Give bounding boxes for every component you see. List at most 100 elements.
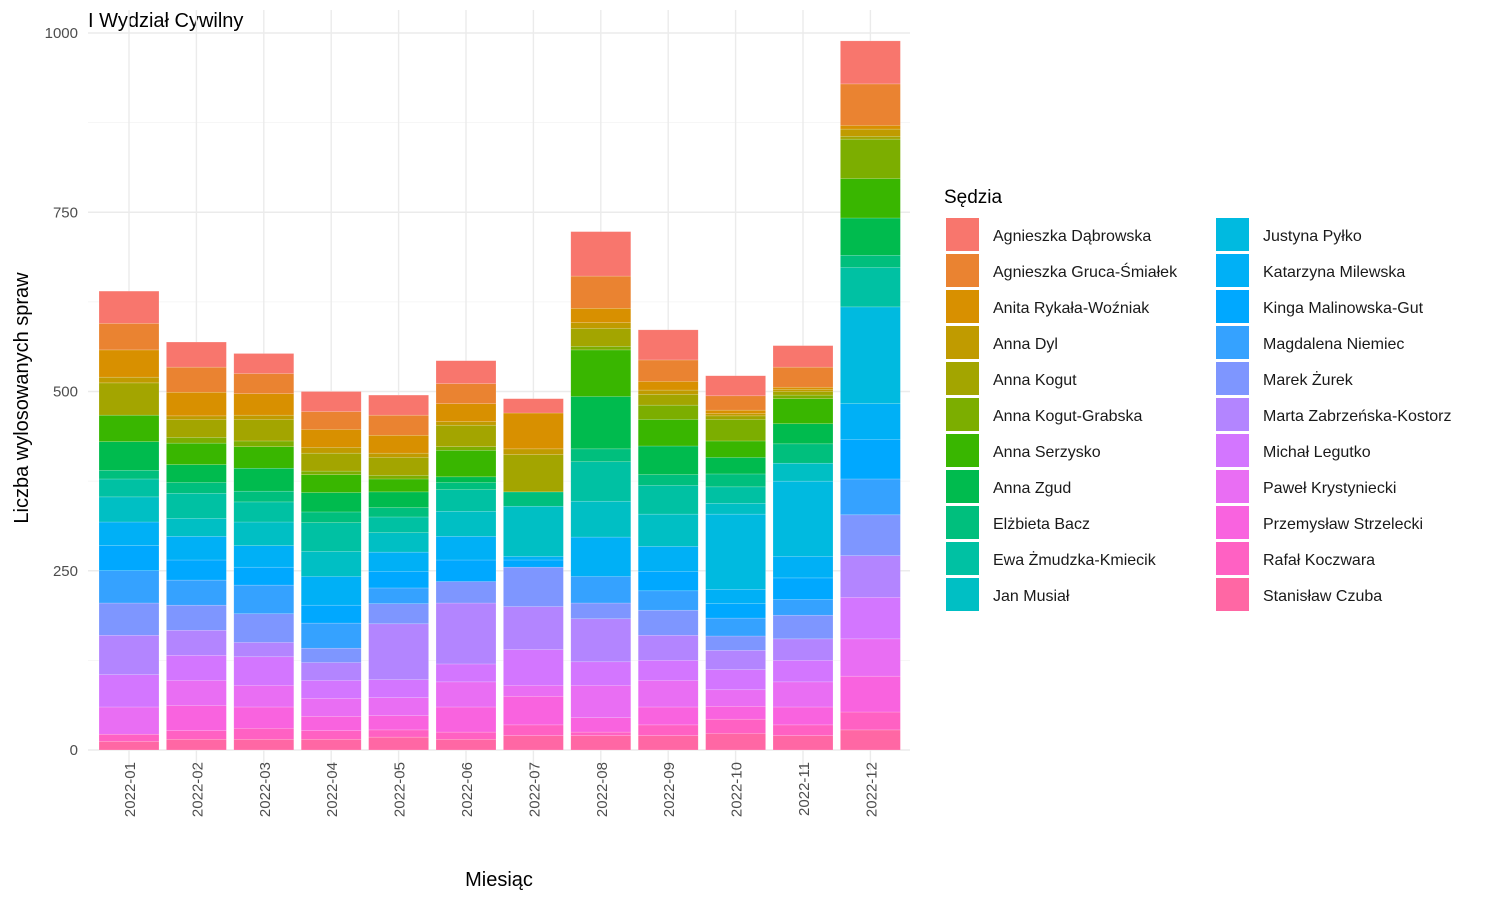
bar-segment: Agnieszka Dąbrowska 2022-04: 28 — [300, 391, 362, 412]
bar-segment: Marek Żurek 2022-09: 35 — [637, 609, 699, 636]
bar-segment: Anna Kogut-Grabska 2022-12: 55 — [840, 138, 901, 179]
bar-segment: Katarzyna Milewska 2022-06: 33 — [435, 536, 497, 561]
bar-segment: Paweł Krystyniecki 2022-02: 35 — [166, 680, 227, 706]
bar-segment: Rafał Koczwara 2022-04: 12 — [300, 730, 362, 740]
bar-segment: Przemysław Strzelecki 2022-04: 20 — [300, 716, 362, 731]
bar-segment: Marek Żurek 2022-06: 30 — [435, 581, 497, 604]
bars: Stanisław Czuba 2022-01: 12 Rafał Koczwar… — [98, 40, 901, 751]
bar-segment: Anna Kogut 2022-04: 25 — [300, 452, 362, 472]
bar-segment: Magdalena Niemiec 2022-05: 22 — [368, 587, 429, 604]
bar-segment: Agnieszka Gruca-Śmiałek 2022-11: 28 — [772, 366, 834, 388]
bar-segment: Anita Rykała-Woźniak 2022-08: 20 — [570, 308, 632, 323]
bar-segment: Rafał Koczwara 2022-07: 15 — [503, 724, 564, 736]
bar-segment: Michał Legutko 2022-12: 58 — [840, 597, 901, 640]
legend-key — [946, 578, 979, 611]
bar-segment: Marta Zabrzeńska-Kostorz 2022-10: 27 — [705, 650, 766, 670]
bar-segment: Michał Legutko 2022-04: 25 — [300, 680, 362, 699]
legend-key — [1216, 470, 1249, 503]
x-tick-label: 2022-03 — [257, 762, 274, 817]
bar-segment: Anna Serzysko 2022-08: 65 — [570, 349, 632, 397]
bar-segment: Przemysław Strzelecki 2022-06: 35 — [435, 706, 497, 733]
bar-segment: Anna Kogut 2022-05: 25 — [368, 457, 429, 476]
bar-segment: Anna Dyl 2022-12: 10 — [840, 128, 901, 137]
bar-segment: Katarzyna Milewska 2022-08: 55 — [570, 536, 632, 577]
bar-segment: Anna Zgud 2022-10: 23 — [705, 457, 766, 475]
bar-segment: Anna Dyl 2022-07: 8 — [503, 448, 564, 455]
bar-segment: Anna Kogut 2022-12: 4 — [840, 135, 901, 140]
bar-segment: Marta Zabrzeńska-Kostorz 2022-05: 78 — [368, 623, 429, 680]
legend-key — [946, 254, 979, 287]
legend-label: Przemysław Strzelecki — [1263, 516, 1423, 533]
y-axis-ticks: 0 250 500 750 1000 — [45, 25, 78, 759]
bar-segment: Jan Musiał 2022-07: 70 — [503, 505, 564, 557]
bar-segment: Marek Żurek 2022-05: 28 — [368, 603, 429, 625]
bar-segment: Elżbieta Bacz 2022-04: 15 — [300, 511, 362, 523]
legend-label: Anna Kogut — [993, 372, 1077, 389]
bar-segment: Ewa Żmudzka-Kmiecik 2022-09: 40 — [637, 485, 699, 515]
bar-segment: Agnieszka Gruca-Śmiałek 2022-06: 28 — [435, 383, 497, 404]
x-tick-label: 2022-12 — [863, 762, 880, 817]
bar-segment: Ewa Żmudzka-Kmiecik 2022-03: 28 — [233, 501, 295, 523]
x-tick-label: 2022-08 — [594, 762, 611, 817]
bar-segment: Justyna Pyłko 2022-10: 105 — [705, 513, 766, 590]
bar-segment: Katarzyna Milewska 2022-07: 5 — [503, 556, 564, 561]
y-tick-label: 500 — [53, 384, 78, 401]
legend-label: Ewa Żmudzka-Kmiecik — [993, 550, 1157, 569]
bar-segment: Agnieszka Gruca-Śmiałek 2022-12: 58 — [840, 83, 901, 126]
bar-segment: Katarzyna Milewska 2022-03: 30 — [233, 545, 295, 568]
legend-key — [1216, 218, 1249, 251]
bar-segment: Rafał Koczwara 2022-10: 20 — [705, 718, 766, 734]
bar-segment: Marek Żurek 2022-11: 33 — [772, 614, 834, 640]
bar-segment: Anna Dyl 2022-11: 3 — [772, 389, 834, 392]
bar-segment: Kinga Malinowska-Gut 2022-01: 35 — [98, 545, 160, 572]
legend-label: Magdalena Niemiec — [1263, 336, 1404, 353]
x-tick-label: 2022-09 — [661, 762, 678, 817]
bar-segment: Magdalena Niemiec 2022-08: 37 — [570, 576, 632, 604]
bar-segment: Ewa Żmudzka-Kmiecik 2022-02: 35 — [166, 493, 227, 519]
bar-segment: Agnieszka Gruca-Śmiałek 2022-08: 45 — [570, 275, 632, 309]
bar-segment: Kinga Malinowska-Gut 2022-07: 10 — [503, 559, 564, 568]
bar-segment: Katarzyna Milewska 2022-12: 50 — [840, 403, 901, 440]
bar-segment: Agnieszka Dąbrowska 2022-03: 28 — [233, 353, 295, 374]
bar-segment: Stanisław Czuba 2022-07: 20 — [503, 735, 564, 751]
bar-segment: Anna Kogut-Grabska 2022-09: 20 — [637, 404, 699, 420]
bar-segment: Michał Legutko 2022-06: 25 — [435, 663, 497, 683]
bar-segment: Stanisław Czuba 2022-09: 20 — [637, 735, 699, 751]
bar-segment: Przemysław Strzelecki 2022-11: 25 — [772, 706, 834, 726]
bar-segment: Michał Legutko 2022-03: 40 — [233, 656, 295, 686]
bar-segment: Anna Zgud 2022-03: 32 — [233, 467, 295, 492]
bar-segment: Paweł Krystyniecki 2022-09: 37 — [637, 680, 699, 708]
legend-label: Michał Legutko — [1263, 444, 1371, 461]
bar-segment: Magdalena Niemiec 2022-12: 50 — [840, 478, 901, 516]
bar-segment: Anna Zgud 2022-08: 73 — [570, 396, 632, 450]
bar-segment: Marek Żurek 2022-04: 20 — [300, 647, 362, 663]
bar-segment: Katarzyna Milewska 2022-02: 33 — [166, 536, 227, 561]
bar-segment: Michał Legutko 2022-09: 28 — [637, 660, 699, 681]
bar-segment: Stanisław Czuba 2022-11: 20 — [772, 735, 834, 751]
bar-segment: Jan Musiał 2022-11: 25 — [772, 462, 834, 482]
legend-label: Agnieszka Dąbrowska — [993, 228, 1151, 245]
bar-segment: Kinga Malinowska-Gut 2022-03: 25 — [233, 566, 295, 586]
bar-segment: Paweł Krystyniecki 2022-12: 52 — [840, 638, 901, 677]
bar-segment: Jan Musiał 2022-09: 45 — [637, 513, 699, 547]
bar-segment: Ewa Żmudzka-Kmiecik 2022-10: 23 — [705, 486, 766, 504]
bar-segment: Anna Serzysko 2022-09: 37 — [637, 419, 699, 447]
x-tick-label: 2022-02 — [189, 762, 206, 817]
legend-key — [1216, 542, 1249, 575]
bar-segment: Stanisław Czuba 2022-03: 15 — [233, 738, 295, 751]
chart-title: I Wydział Cywilny — [88, 10, 243, 32]
bar-segment: Kinga Malinowska-Gut 2022-06: 30 — [435, 559, 497, 582]
bar-segment: Justyna Pyłko 2022-11: 105 — [772, 480, 834, 557]
bar-segment: Anita Rykała-Woźniak 2022-10: 5 — [705, 409, 766, 414]
bar-segment: Anna Kogut-Grabska 2022-04: 5 — [300, 470, 362, 475]
bar-segment: Przemysław Strzelecki 2022-02: 35 — [166, 705, 227, 731]
bar-segment: Paweł Krystyniecki 2022-11: 35 — [772, 681, 834, 708]
legend-key — [946, 362, 979, 395]
bar-segment: Elżbieta Bacz 2022-10: 18 — [705, 473, 766, 488]
bar-segment: Anna Zgud 2022-11: 28 — [772, 423, 834, 445]
bar-segment: Stanisław Czuba 2022-01: 12 — [98, 741, 160, 751]
bar-segment: Agnieszka Dąbrowska 2022-07: 20 — [503, 398, 564, 414]
y-axis-title: Liczba wylosowanych spraw — [11, 272, 33, 524]
bar-segment: Agnieszka Gruca-Śmiałek 2022-01: 37 — [98, 323, 160, 351]
bar-segment: Anna Kogut 2022-02: 25 — [166, 419, 227, 438]
